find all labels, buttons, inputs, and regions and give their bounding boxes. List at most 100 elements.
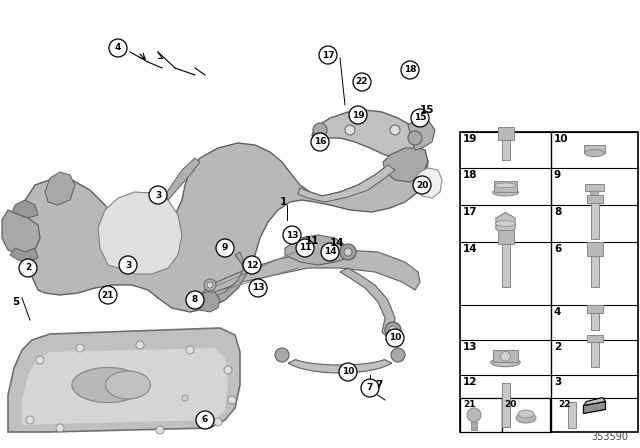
Polygon shape [584,145,605,153]
Circle shape [275,348,289,362]
Polygon shape [586,194,602,203]
Polygon shape [98,192,182,274]
Text: 8: 8 [192,296,198,305]
Ellipse shape [491,358,520,366]
Polygon shape [195,252,248,308]
Circle shape [361,379,379,397]
Polygon shape [584,401,605,414]
Circle shape [353,73,371,91]
Circle shape [156,426,164,434]
Text: 20: 20 [416,181,428,190]
Text: 9: 9 [554,170,561,180]
Polygon shape [408,118,435,150]
Text: 353590: 353590 [591,432,628,442]
Circle shape [242,259,254,271]
Polygon shape [285,235,348,265]
Polygon shape [586,242,602,256]
Circle shape [296,239,314,257]
Circle shape [408,131,422,145]
Bar [568,402,576,428]
Text: 13: 13 [285,231,298,240]
Ellipse shape [516,413,536,423]
Circle shape [411,109,429,127]
Polygon shape [586,305,602,313]
Polygon shape [2,210,40,255]
Text: 21: 21 [463,400,476,409]
Circle shape [344,248,352,256]
Circle shape [467,408,481,422]
Text: 13: 13 [252,284,264,293]
Polygon shape [493,181,517,193]
Bar [460,398,502,432]
Circle shape [207,282,213,288]
Circle shape [204,279,216,291]
Circle shape [339,363,357,381]
Polygon shape [493,350,518,362]
Circle shape [385,322,401,338]
Text: 1: 1 [280,197,287,207]
Text: 6: 6 [554,244,561,254]
Text: 16: 16 [314,138,326,146]
Polygon shape [198,292,220,312]
Circle shape [311,133,329,151]
Polygon shape [165,158,200,200]
Bar [471,422,477,430]
Polygon shape [200,250,420,298]
Text: 11: 11 [305,236,319,246]
Bar [460,132,638,432]
Circle shape [340,244,356,260]
Circle shape [228,396,236,404]
Text: 13: 13 [463,342,477,352]
Circle shape [26,416,34,424]
Text: 17: 17 [463,207,477,217]
Polygon shape [340,268,395,338]
Text: 10: 10 [554,134,568,144]
Circle shape [243,256,261,274]
Text: 2: 2 [25,263,31,272]
Bar [591,203,598,239]
Circle shape [321,243,339,261]
Circle shape [401,61,419,79]
Text: 7: 7 [367,383,373,392]
Polygon shape [496,212,515,235]
Polygon shape [497,230,513,244]
Bar [591,342,598,367]
Polygon shape [45,172,75,205]
Circle shape [186,346,194,354]
Circle shape [149,186,167,204]
Text: 3: 3 [125,260,131,270]
Circle shape [345,125,355,135]
Text: 4: 4 [115,43,121,52]
Circle shape [349,106,367,124]
Bar [591,313,598,330]
Polygon shape [586,335,602,342]
Text: 10: 10 [389,333,401,343]
Polygon shape [497,128,513,140]
Text: 20: 20 [504,400,516,409]
Circle shape [389,326,397,334]
Text: 18: 18 [404,65,416,74]
Polygon shape [415,168,442,198]
Circle shape [99,286,117,304]
Circle shape [186,291,204,309]
Text: 18: 18 [463,170,477,180]
Text: 2: 2 [554,342,561,352]
Text: 7: 7 [375,380,382,390]
Circle shape [109,39,127,57]
Circle shape [119,256,137,274]
Circle shape [500,351,511,361]
Text: 14: 14 [463,244,477,254]
Text: 14: 14 [324,247,336,257]
Text: 21: 21 [102,290,115,300]
Polygon shape [298,165,395,202]
Circle shape [36,356,44,364]
Polygon shape [10,248,38,262]
Text: 15: 15 [420,105,435,115]
Polygon shape [585,184,604,191]
Text: 15: 15 [413,113,426,122]
Text: 17: 17 [322,51,334,60]
Text: 9: 9 [222,244,228,253]
Circle shape [391,348,405,362]
Circle shape [196,411,214,429]
Polygon shape [20,143,428,312]
